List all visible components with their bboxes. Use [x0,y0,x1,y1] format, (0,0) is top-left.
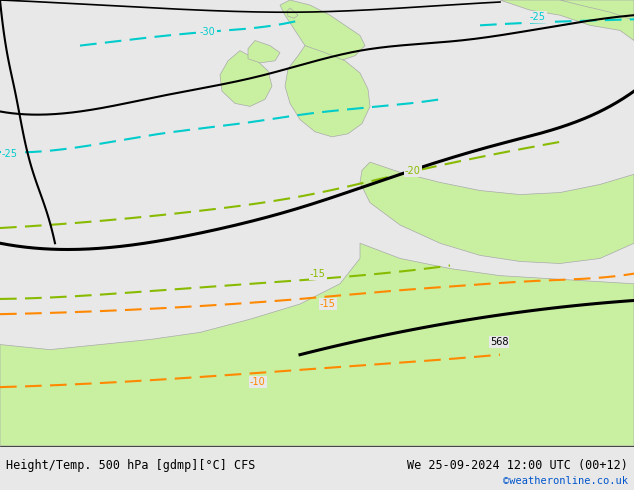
Polygon shape [560,0,634,20]
Text: ©weatheronline.co.uk: ©weatheronline.co.uk [503,476,628,486]
Text: -15: -15 [320,299,336,309]
Text: -30: -30 [200,27,216,37]
Text: -15: -15 [310,269,326,279]
Polygon shape [280,0,365,61]
Polygon shape [500,0,634,41]
Polygon shape [220,50,272,106]
Polygon shape [248,41,280,63]
Polygon shape [0,243,634,446]
Text: -10: -10 [250,377,266,387]
Text: We 25-09-2024 12:00 UTC (00+12): We 25-09-2024 12:00 UTC (00+12) [407,459,628,472]
Text: 568: 568 [490,337,508,346]
Text: -20: -20 [405,166,421,176]
Polygon shape [360,162,634,264]
Polygon shape [287,8,298,18]
Polygon shape [285,46,370,137]
Text: Height/Temp. 500 hPa [gdmp][°C] CFS: Height/Temp. 500 hPa [gdmp][°C] CFS [6,459,256,472]
Text: -25: -25 [530,12,546,22]
Text: -25: -25 [2,149,18,159]
